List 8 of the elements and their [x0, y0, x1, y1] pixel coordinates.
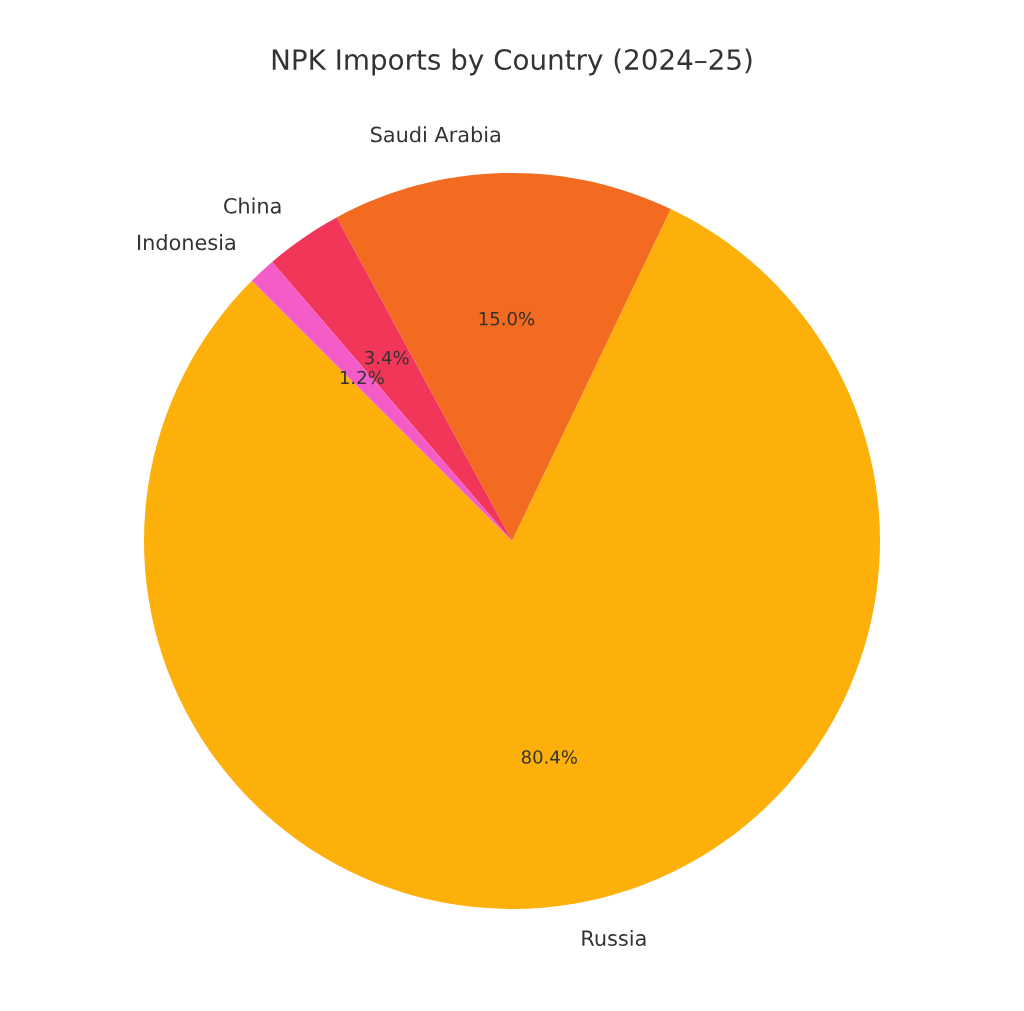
chart-title: NPK Imports by Country (2024–25) [272, 48, 752, 76]
slice-label: Russia [582, 929, 646, 947]
slice-label: Saudi Arabia [371, 126, 500, 143]
slice-label: Indonesia [138, 234, 235, 251]
slice-label: China [224, 197, 281, 214]
data-label: 80.4% [521, 750, 577, 764]
data-label: 15.0% [479, 311, 535, 326]
data-label: 3.4% [365, 350, 409, 365]
